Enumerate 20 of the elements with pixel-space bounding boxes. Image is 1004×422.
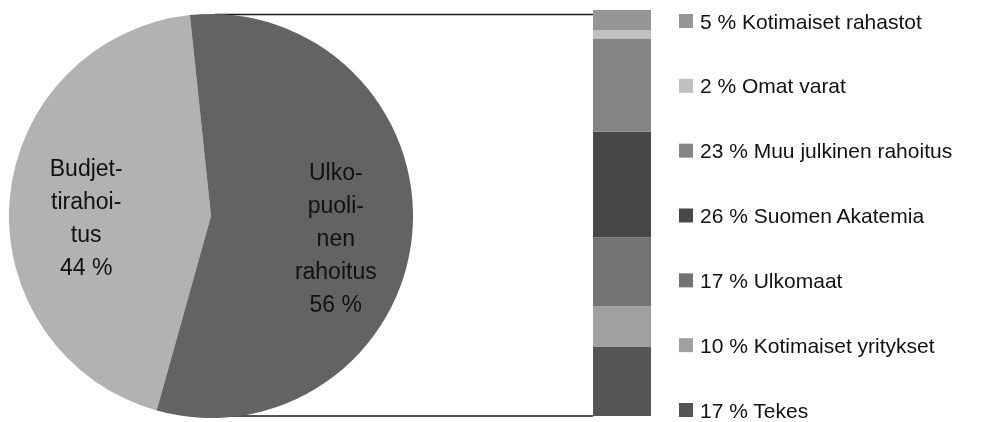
data-label: 56 % (309, 291, 363, 318)
legend-label: 26 % Suomen Akatemia (700, 204, 925, 227)
legend-label: 2 % Omat varat (700, 74, 847, 98)
bar (593, 237, 651, 307)
legend-label: 17 % Tekes (700, 398, 809, 422)
bar (593, 346, 651, 416)
legend-label: 10 % Kotimaiset yritykset (700, 333, 935, 357)
data-label: 44 % (59, 254, 113, 281)
slice-label: Budjet- tirahoi- tus (49, 155, 123, 248)
bar (593, 306, 651, 347)
bar (593, 30, 651, 39)
legend-label: 23 % Muu julkinen rahoitus (700, 139, 953, 163)
legend-label: 5 % Kotimaiset rahastot (700, 9, 922, 33)
bar (593, 131, 651, 238)
slice-label: Ulko- puoli- nen rahoitus (294, 159, 377, 285)
pie-slice (9, 15, 211, 411)
bar (593, 10, 651, 31)
legend-label: 17 % Ulkomaat (700, 268, 843, 292)
pie-slice (156, 14, 413, 418)
bar (593, 38, 651, 132)
